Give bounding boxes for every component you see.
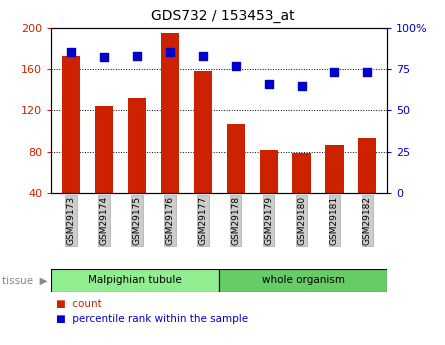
- Bar: [128, 98, 146, 193]
- Point: [364, 70, 371, 75]
- Text: ■  percentile rank within the sample: ■ percentile rank within the sample: [56, 314, 248, 324]
- Bar: [194, 71, 212, 193]
- Point: [298, 83, 305, 88]
- Bar: [259, 150, 278, 193]
- Point: [67, 50, 74, 55]
- Bar: [51, 269, 219, 292]
- Bar: [161, 33, 179, 193]
- Point: [331, 70, 338, 75]
- Bar: [325, 145, 344, 193]
- Point: [232, 63, 239, 68]
- Text: whole organism: whole organism: [262, 275, 345, 285]
- Point: [100, 55, 107, 60]
- Bar: [358, 138, 376, 193]
- Bar: [292, 153, 311, 193]
- Text: ■  count: ■ count: [56, 299, 101, 308]
- Bar: [227, 124, 245, 193]
- Text: Malpighian tubule: Malpighian tubule: [88, 275, 182, 285]
- Bar: [219, 269, 387, 292]
- Point: [199, 53, 206, 59]
- Text: GDS732 / 153453_at: GDS732 / 153453_at: [151, 9, 294, 23]
- Point: [133, 53, 140, 59]
- Bar: [62, 56, 80, 193]
- Point: [166, 50, 173, 55]
- Point: [265, 81, 272, 87]
- Text: tissue  ▶: tissue ▶: [2, 275, 48, 285]
- Bar: [95, 106, 113, 193]
